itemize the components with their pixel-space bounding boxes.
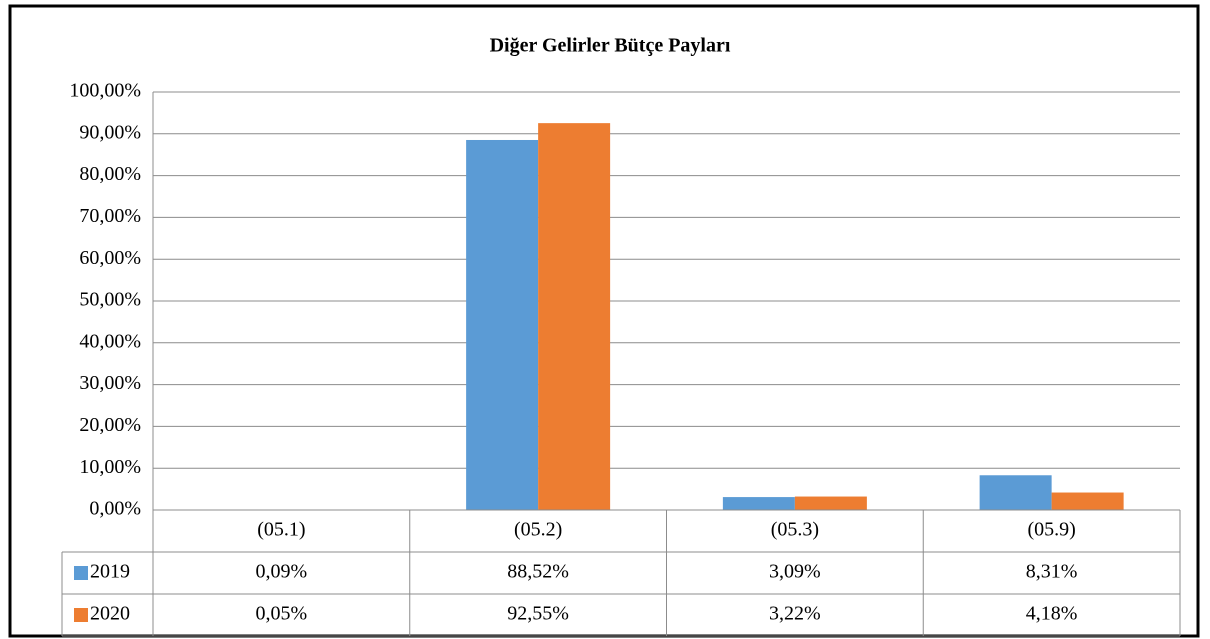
legend-label: 2019 <box>90 561 130 583</box>
chart-title: Diğer Gelirler Bütçe Payları <box>490 35 731 57</box>
bar <box>538 123 611 511</box>
x-tick-label: (05.3) <box>771 519 819 541</box>
y-tick-label: 30,00% <box>79 372 141 394</box>
table-value: 0,05% <box>256 603 308 625</box>
y-tick-label: 80,00% <box>79 163 141 185</box>
y-tick-label: 0,00% <box>89 498 141 520</box>
x-tick-label: (05.2) <box>514 519 562 541</box>
legend-label: 2020 <box>90 603 130 625</box>
bar <box>466 139 539 511</box>
y-tick-label: 70,00% <box>79 205 141 227</box>
y-tick-label: 100,00% <box>69 80 141 102</box>
y-tick-label: 20,00% <box>79 414 141 436</box>
x-tick-label: (05.9) <box>1027 519 1075 541</box>
table-value: 4,18% <box>1026 603 1078 625</box>
table-value: 3,22% <box>769 603 821 625</box>
legend-swatch <box>74 566 88 580</box>
table-value: 92,55% <box>507 603 569 625</box>
bar <box>979 475 1052 510</box>
y-tick-label: 50,00% <box>79 289 141 311</box>
y-tick-label: 60,00% <box>79 247 141 269</box>
legend-swatch <box>74 608 88 622</box>
y-tick-label: 40,00% <box>79 330 141 352</box>
bar <box>794 496 867 510</box>
table-value: 8,31% <box>1026 561 1078 583</box>
bar <box>1051 492 1124 510</box>
y-tick-label: 10,00% <box>79 456 141 478</box>
table-value: 3,09% <box>769 561 821 583</box>
table-value: 88,52% <box>507 561 569 583</box>
bar <box>722 497 795 510</box>
table-value: 0,09% <box>256 561 308 583</box>
y-tick-label: 90,00% <box>79 121 141 143</box>
x-tick-label: (05.1) <box>257 519 305 541</box>
